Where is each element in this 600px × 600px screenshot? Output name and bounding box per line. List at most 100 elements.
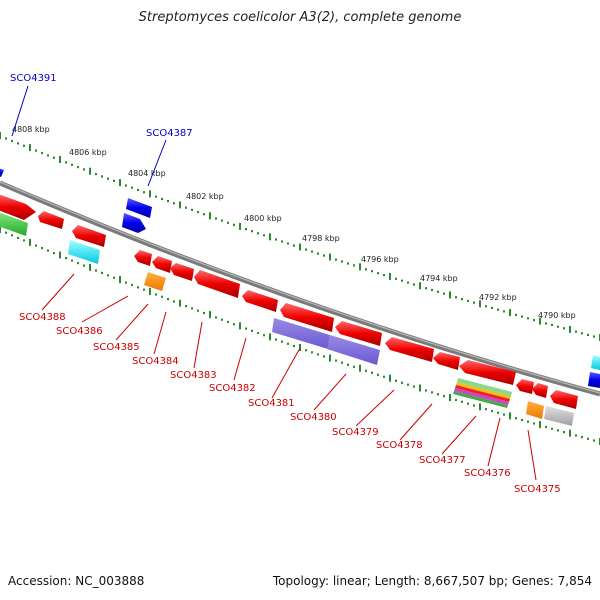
minor-tick (137, 188, 139, 192)
outer-scale-ticks (0, 132, 600, 341)
minor-tick (161, 295, 163, 298)
minor-tick (545, 425, 547, 429)
major-tick (419, 282, 421, 290)
minor-tick (281, 240, 283, 243)
gene-label-reverse[interactable]: SCO4377 (419, 455, 466, 466)
scale-label: 4802 kbp (186, 192, 224, 201)
gene-label-reverse[interactable]: SCO4382 (209, 383, 256, 394)
gene-reverse[interactable] (532, 383, 548, 398)
minor-tick (65, 257, 67, 260)
minor-tick (455, 398, 457, 402)
gene-reverse[interactable] (170, 263, 194, 281)
major-tick (119, 179, 121, 187)
gene-reverse[interactable] (327, 335, 380, 365)
minor-tick (23, 144, 25, 147)
gene-label-reverse[interactable]: SCO4378 (376, 440, 423, 451)
gene-forward[interactable] (591, 355, 600, 370)
scale-labels: 4808 kbp 4806 kbp 4804 kbp 4802 kbp 4800… (12, 125, 576, 320)
major-tick (329, 253, 331, 261)
major-tick (59, 156, 61, 163)
gene-label-reverse[interactable]: SCO4379 (332, 427, 379, 438)
gene-reverse[interactable] (385, 337, 434, 362)
gene-reverse[interactable] (516, 379, 534, 394)
minor-tick (377, 272, 379, 275)
gene-forward[interactable] (122, 213, 146, 233)
major-tick (89, 263, 91, 271)
minor-tick (275, 338, 277, 341)
gene-label-reverse[interactable]: SCO4380 (290, 412, 337, 423)
gene-reverse[interactable] (550, 390, 578, 409)
gene-label-reverse[interactable]: SCO4376 (464, 468, 511, 479)
major-tick (569, 325, 571, 333)
gene-reverse[interactable] (455, 385, 510, 402)
minor-tick (443, 395, 445, 398)
minor-tick (341, 361, 343, 364)
minor-tick (17, 142, 19, 145)
gene-label-forward[interactable]: SCO4387 (146, 128, 193, 139)
minor-tick (257, 331, 259, 335)
gene-reverse[interactable] (0, 194, 36, 220)
gene-reverse[interactable] (456, 382, 511, 399)
gene-reverse[interactable] (433, 352, 460, 370)
gene-reverse[interactable] (194, 270, 240, 298)
gene-label-reverse[interactable]: SCO4381 (248, 398, 295, 409)
gene-label-forward[interactable]: SCO4391 (10, 73, 57, 84)
major-tick (449, 394, 451, 401)
minor-tick (143, 191, 145, 194)
gene-reverse[interactable] (272, 318, 330, 349)
leader-line-reverse (271, 347, 301, 399)
major-tick (569, 429, 571, 437)
gene-reverse[interactable] (242, 290, 278, 312)
gene-forward[interactable] (588, 372, 600, 388)
minor-tick (47, 154, 49, 157)
gene-reverse[interactable] (454, 388, 509, 405)
leader-lines (11, 85, 537, 481)
minor-tick (443, 292, 445, 295)
gene-reverse[interactable] (459, 360, 516, 385)
gene-label-reverse[interactable]: SCO4383 (170, 370, 217, 381)
gene-forward[interactable] (126, 198, 152, 218)
gene-reverse[interactable] (457, 378, 512, 396)
gene-reverse[interactable] (544, 406, 574, 426)
gene-reverse[interactable] (152, 256, 172, 273)
minor-tick (467, 299, 469, 302)
minor-tick (311, 351, 313, 354)
minor-tick (317, 252, 319, 255)
gene-reverse[interactable] (134, 250, 152, 266)
minor-tick (77, 262, 79, 265)
gene-reverse[interactable] (335, 321, 382, 346)
gene-reverse[interactable] (453, 391, 508, 408)
gene-reverse[interactable] (38, 211, 64, 229)
major-tick (29, 144, 31, 152)
gene-label-reverse[interactable]: SCO4375 (514, 484, 561, 495)
gene-reverse[interactable] (144, 272, 166, 291)
gene-label-reverse[interactable]: SCO4384 (132, 356, 179, 367)
minor-tick (593, 335, 595, 338)
gene-reverse[interactable] (280, 303, 334, 332)
minor-tick (371, 371, 373, 374)
gene-label-reverse[interactable]: SCO4388 (19, 312, 66, 323)
minor-tick (563, 431, 565, 434)
minor-tick (431, 391, 433, 394)
gene-label-reverse[interactable]: SCO4385 (93, 342, 140, 353)
minor-tick (485, 408, 487, 411)
gene-reverse[interactable] (0, 212, 28, 236)
genome-backbone-highlight (0, 181, 600, 394)
minor-tick (35, 244, 37, 247)
minor-tick (491, 306, 493, 309)
minor-tick (137, 286, 139, 289)
gene-reverse[interactable] (526, 401, 544, 419)
minor-tick (521, 418, 523, 422)
gene-forward[interactable] (0, 168, 4, 177)
gene-reverse[interactable] (68, 240, 100, 264)
major-tick (209, 311, 211, 319)
gene-reverse[interactable] (72, 225, 106, 247)
scale-label: 4790 kbp (538, 311, 576, 320)
minor-tick (23, 239, 25, 242)
minor-tick (77, 166, 79, 169)
gene-label-reverse[interactable]: SCO4386 (56, 326, 103, 337)
minor-tick (263, 334, 265, 337)
major-tick (269, 233, 271, 241)
minor-tick (197, 210, 199, 214)
